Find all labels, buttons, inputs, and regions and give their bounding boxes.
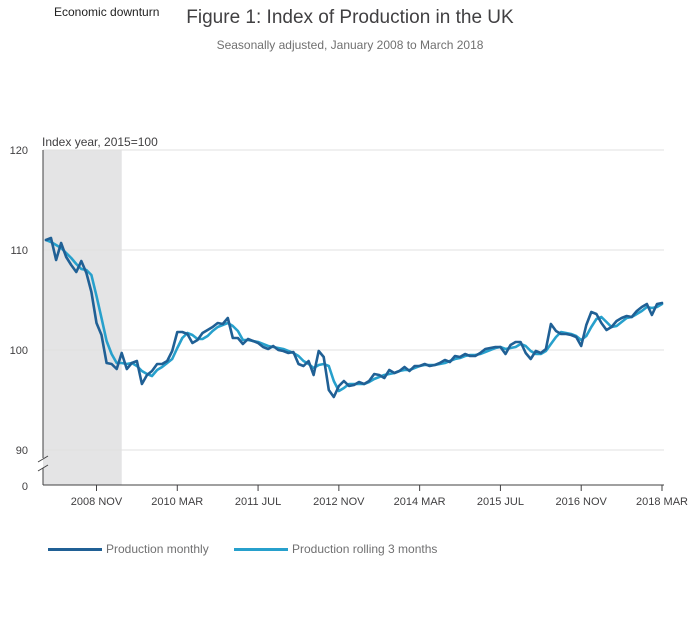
x-tick-label-1: 2010 MAR xyxy=(151,496,203,508)
x-tick-label-5: 2015 JUL xyxy=(477,496,524,508)
y-tick-label-120: 120 xyxy=(10,145,28,157)
axis-break-mark-upper xyxy=(37,455,49,463)
shaded-region xyxy=(43,150,122,485)
chart-title: Figure 1: Index of Production in the UK xyxy=(186,7,514,28)
series-line-monthly xyxy=(44,236,664,399)
x-tick-label-7: 2018 MAR xyxy=(636,496,688,508)
x-tick-label-3: 2012 NOV xyxy=(313,496,365,508)
y-tick-label-zero: 0 xyxy=(22,481,28,493)
x-tick-label-0: 2008 NOV xyxy=(71,496,123,508)
x-tick-label-4: 2014 MAR xyxy=(394,496,446,508)
shaded-region-label: Economic downturn xyxy=(54,5,160,19)
legend-label-rolling: Production rolling 3 months xyxy=(292,542,438,556)
y-tick-label-100: 100 xyxy=(10,345,28,357)
legend-swatch-rolling xyxy=(234,548,288,551)
x-tick-label-2: 2011 JUL xyxy=(235,496,281,508)
y-tick-label-90: 90 xyxy=(16,445,28,457)
legend-label-monthly: Production monthly xyxy=(106,542,209,556)
y-tick-label-110: 110 xyxy=(10,245,28,257)
y-axis-label: Index year, 2015=100 xyxy=(42,135,158,149)
legend-swatch-monthly xyxy=(48,548,102,551)
x-tick-label-6: 2016 NOV xyxy=(556,496,608,508)
chart-subtitle: Seasonally adjusted, January 2008 to Mar… xyxy=(216,38,484,52)
axis-break-mark-lower xyxy=(37,464,49,472)
